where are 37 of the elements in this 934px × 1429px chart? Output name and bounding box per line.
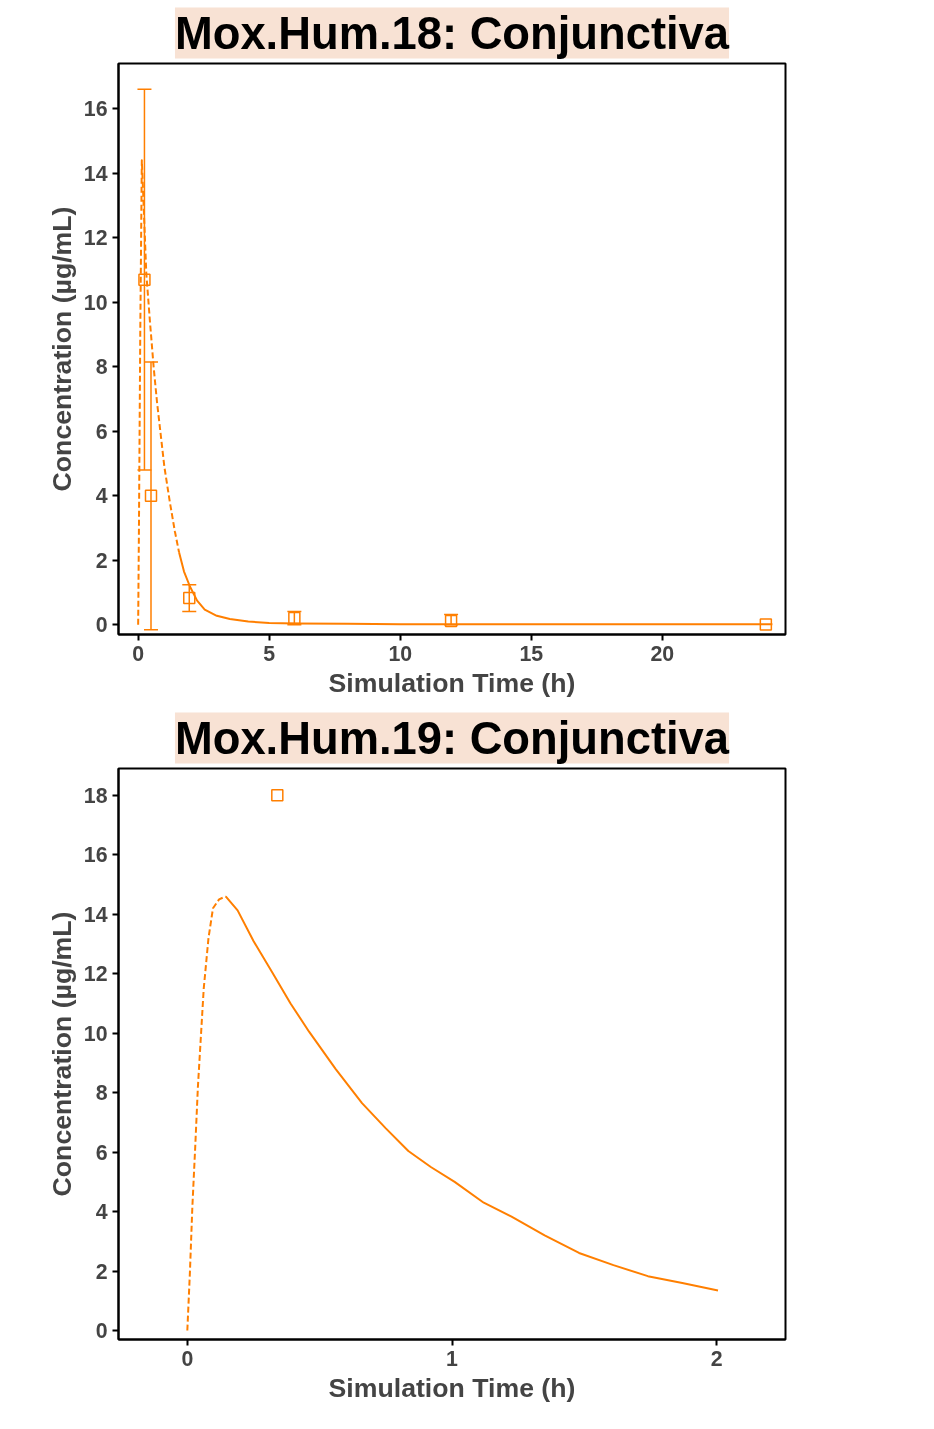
y-tick-label: 14 bbox=[83, 902, 108, 927]
x-tick-label: 20 bbox=[650, 641, 675, 666]
y-tick-label: 0 bbox=[95, 1319, 108, 1344]
x-tick-label: 10 bbox=[388, 641, 413, 666]
y-tick-label: 2 bbox=[95, 1259, 108, 1284]
y-axis-title: Concentration (µg/mL) bbox=[46, 911, 77, 1197]
x-axis-title: Simulation Time (h) bbox=[328, 1372, 576, 1403]
y-tick-label: 14 bbox=[83, 161, 108, 186]
point bbox=[183, 591, 196, 605]
y-tick-label: 10 bbox=[83, 1021, 108, 1046]
x-tick-label: 1 bbox=[446, 1346, 459, 1371]
y-tick-label: 16 bbox=[83, 843, 108, 868]
chart-title: Mox.Hum.18: Conjunctiva bbox=[174, 7, 730, 59]
x-tick-label: 0 bbox=[132, 641, 145, 666]
y-tick-label: 2 bbox=[95, 548, 108, 573]
y-tick-label: 0 bbox=[95, 613, 108, 638]
x-tick-label: 2 bbox=[710, 1346, 723, 1371]
x-tick-label: 0 bbox=[181, 1346, 194, 1371]
point bbox=[144, 489, 158, 503]
chart-title: Mox.Hum.19: Conjunctiva bbox=[174, 712, 730, 764]
y-tick-label: 10 bbox=[83, 290, 108, 315]
y-tick-label: 6 bbox=[95, 1140, 108, 1165]
y-tick-label: 6 bbox=[95, 419, 108, 444]
y-tick-label: 4 bbox=[95, 484, 108, 509]
y-tick-label: 16 bbox=[83, 97, 108, 122]
y-tick-label: 12 bbox=[83, 226, 108, 251]
x-tick-label: 5 bbox=[263, 641, 276, 666]
y-tick-label: 8 bbox=[95, 1081, 108, 1106]
x-axis-title: Simulation Time (h) bbox=[328, 667, 576, 698]
y-tick-label: 4 bbox=[95, 1200, 108, 1225]
y-tick-label: 18 bbox=[83, 783, 108, 808]
point bbox=[138, 273, 151, 286]
point bbox=[759, 618, 773, 631]
y-axis-title: Concentration (µg/mL) bbox=[46, 206, 77, 492]
y-tick-label: 8 bbox=[95, 355, 108, 380]
y-tick-label: 12 bbox=[83, 962, 108, 987]
x-tick-label: 15 bbox=[519, 641, 544, 666]
